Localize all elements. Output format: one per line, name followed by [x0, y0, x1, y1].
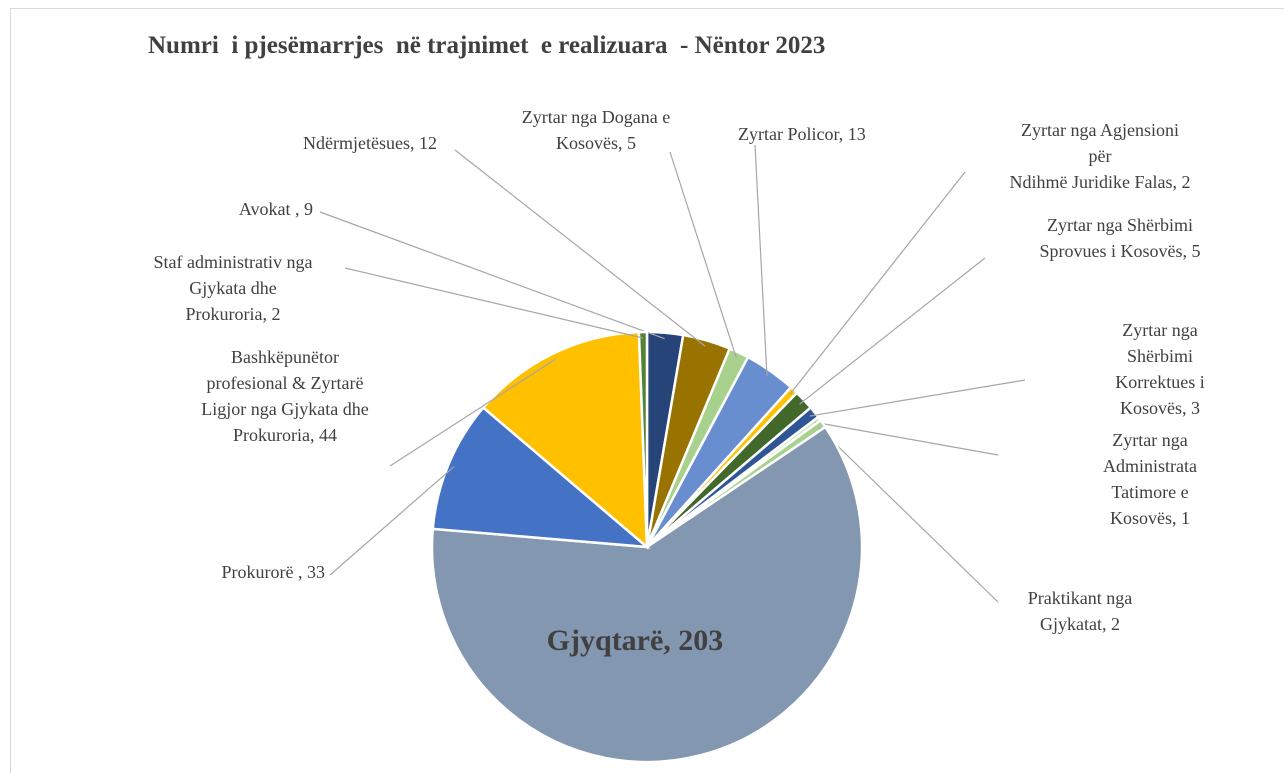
data-label: Zyrtar nga Shërbimi Sprovues i Kosovës, … — [1039, 215, 1201, 261]
leader-line — [669, 151, 737, 359]
leader-line — [389, 358, 557, 467]
pie-slice — [637, 330, 649, 548]
chart-title: Numri i pjesëmarrjes në trajnimet e real… — [148, 32, 826, 59]
leader-line — [799, 257, 986, 405]
data-label: Zyrtar nga Dogana e Kosovës, 5 — [521, 107, 671, 153]
data-label: Zyrtar Policor, 13 — [738, 124, 866, 144]
data-label: Zyrtar nga Administrata Tatimore e Kosov… — [1103, 430, 1197, 528]
leader-line — [454, 149, 706, 347]
pie-slice — [430, 425, 864, 764]
data-label: Avokat , 9 — [238, 199, 313, 219]
leader-line — [817, 426, 999, 603]
leader-line — [344, 267, 644, 339]
leader-line — [754, 144, 768, 376]
leader-line — [329, 466, 455, 576]
pie-slice — [481, 330, 649, 550]
data-label: Praktikant nga Gjykatat, 2 — [1027, 588, 1133, 634]
pie-slice — [431, 405, 651, 549]
data-label: Zyrtar nga Shërbimi Korrektues i Kosovës… — [1115, 320, 1205, 418]
leader-line — [809, 379, 1026, 417]
leader-line — [789, 171, 966, 395]
data-label: Gjyqtarë, 203 — [546, 624, 724, 657]
data-label: Zyrtar nga Agjensioni për Ndihmë Juridik… — [1009, 120, 1191, 192]
data-label: Ndërmjetësues, 12 — [303, 133, 437, 153]
data-label: Bashkëpunëtor profesional & Zyrtarë Ligj… — [201, 347, 369, 445]
data-label: Prokurorë , 33 — [221, 562, 325, 582]
leader-line — [319, 211, 665, 340]
leader-line — [814, 421, 999, 456]
data-label: Staf administrativ nga Gjykata dhe Proku… — [153, 252, 313, 324]
chart-frame — [10, 8, 1284, 773]
